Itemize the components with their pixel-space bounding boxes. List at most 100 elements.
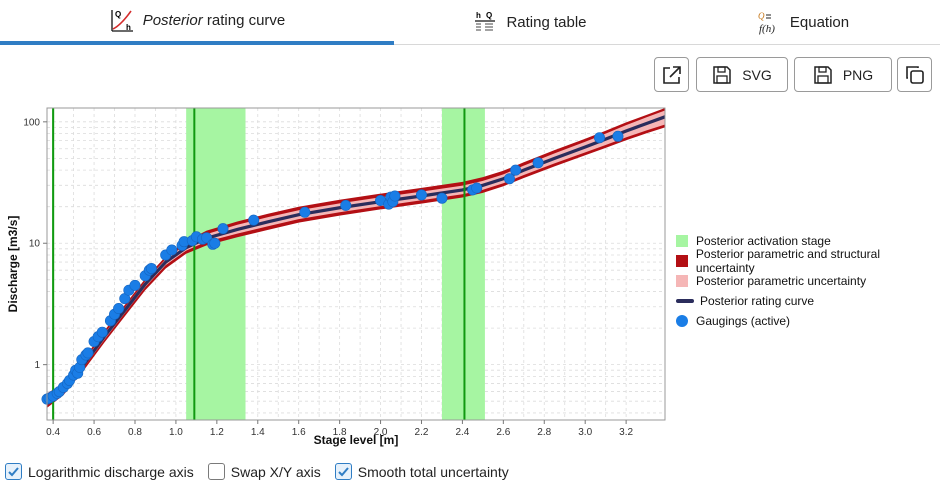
gauging-point (248, 214, 260, 226)
y-axis-label: Discharge [m3/s] (6, 216, 20, 313)
tab-bar: Q h Posterior rating curve h Q Rating ta… (0, 0, 940, 45)
smooth-uncertainty-checkbox[interactable]: Smooth total uncertainty (334, 463, 509, 480)
checkbox-label: Smooth total uncertainty (357, 463, 509, 480)
x-tick-label: 1.4 (251, 427, 265, 438)
open-external-button[interactable] (654, 57, 689, 92)
tab-rating-table[interactable]: h Q Rating table (394, 0, 665, 44)
activation-stage-lines (52, 108, 466, 420)
gauging-point (471, 182, 483, 194)
tab-label: Posterior rating curve (142, 12, 286, 29)
x-tick-label: 0.4 (46, 427, 60, 438)
x-tick-label: 1.8 (333, 427, 347, 438)
plot-frame (46, 107, 666, 421)
copy-icon (905, 65, 924, 84)
x-axis-label: Stage level [m] (314, 433, 399, 447)
x-tick-label: 2.2 (415, 427, 429, 438)
save-svg-button[interactable]: SVG (696, 57, 788, 92)
checkbox-box[interactable] (5, 463, 22, 480)
activation-stage-bands (52, 108, 485, 420)
save-icon (814, 65, 832, 84)
x-tick-label: 1.0 (169, 427, 183, 438)
external-link-icon (662, 65, 681, 84)
gauging-point (113, 303, 125, 315)
x-tick-labels: 0.4 0.6 0.8 1.0 1.2 1.4 1.6 1.8 2.0 2.2 2.4 2.6 2.8 3… (46, 420, 634, 438)
checkbox-label: Swap X/Y axis (230, 463, 321, 480)
legend-swatch (676, 275, 688, 287)
gaugings-points (41, 130, 624, 405)
gauging-point (209, 237, 221, 249)
gauging-point (166, 244, 178, 256)
tab-label: Rating table (506, 13, 587, 31)
gauging-point (612, 130, 624, 142)
legend-line-symbol (676, 299, 694, 303)
tab-equation[interactable]: Q f(h) Equation (665, 0, 940, 44)
swap-xy-checkbox[interactable]: Swap X/Y axis (207, 463, 321, 480)
x-tick-label: 0.8 (128, 427, 142, 438)
x-tick-label: 3.0 (578, 427, 592, 438)
y-tick-label: 100 (23, 117, 40, 128)
gauging-point (340, 199, 352, 211)
chart-legend: Posterior activation stage Posterior para… (676, 231, 940, 331)
svg-text:Q: Q (115, 10, 121, 19)
tab-posterior-rating-curve[interactable]: Q h Posterior rating curve (0, 0, 394, 45)
x-tick-label: 2.8 (537, 427, 551, 438)
legend-item: Gaugings (active) (676, 311, 940, 331)
legend-label: Posterior parametric and structural unce… (695, 247, 880, 275)
activation-stage-band (441, 108, 485, 420)
copy-button[interactable] (897, 57, 932, 92)
svg-text:h: h (476, 11, 481, 20)
gauging-point (145, 262, 157, 274)
parametric-uncertainty-band (47, 110, 665, 405)
equation-icon: Q f(h) (758, 11, 775, 35)
tab-label: Equation (789, 13, 850, 31)
rating-curve-chart: 0.4 0.6 0.8 1.0 1.2 1.4 1.6 1.8 2.0 2.2 2.4 2.6 2.8 3… (6, 107, 666, 447)
chart-options: Logarithmic discharge axis Swap X/Y axis… (5, 463, 523, 480)
rating-curve-icon: Q h (111, 9, 133, 32)
gauging-point (96, 326, 108, 338)
checkbox-box[interactable] (334, 463, 352, 480)
x-tick-label: 1.6 (292, 427, 306, 438)
svg-text:f(h): f(h) (759, 23, 775, 35)
gauging-point (217, 223, 229, 235)
gauging-point (129, 279, 141, 291)
legend-item: Posterior rating curve (676, 291, 940, 311)
x-tick-label: 1.2 (210, 427, 224, 438)
gauging-point (532, 157, 544, 169)
save-png-label: PNG (842, 66, 874, 83)
legend-label: Posterior rating curve (700, 294, 815, 308)
y-tick-labels: 1 10 100 (23, 117, 47, 371)
x-tick-label: 2.0 (374, 427, 388, 438)
y-tick-label: 1 (34, 360, 40, 371)
legend-label: Gaugings (active) (696, 314, 791, 328)
gauging-point (389, 190, 401, 202)
gauging-point (594, 132, 606, 144)
legend-swatch (676, 255, 688, 267)
legend-item: Posterior parametric uncertainty (676, 271, 940, 291)
svg-text:Q: Q (486, 11, 492, 20)
svg-text:h: h (126, 23, 131, 32)
gauging-point (415, 189, 427, 201)
legend-item: Posterior activation stage (676, 231, 940, 251)
legend-dot-symbol (676, 315, 688, 327)
svg-text:Q: Q (758, 11, 765, 21)
save-icon (713, 65, 731, 84)
activation-stage-band (186, 108, 246, 420)
gauging-point (436, 192, 448, 204)
checkbox-label: Logarithmic discharge axis (28, 463, 194, 480)
log-discharge-checkbox[interactable]: Logarithmic discharge axis (5, 463, 194, 480)
checkmark-icon (338, 467, 349, 477)
x-tick-label: 3.2 (619, 427, 633, 438)
legend-label: Posterior parametric uncertainty (696, 274, 867, 288)
x-tick-label: 0.6 (87, 427, 101, 438)
legend-item: Posterior parametric and structural unce… (676, 247, 940, 275)
rating-curve-line (46, 115, 666, 403)
x-tick-label: 2.6 (496, 427, 510, 438)
checkmark-icon (8, 467, 19, 477)
y-tick-label: 10 (29, 239, 41, 250)
gauging-point (503, 173, 515, 185)
save-png-button[interactable]: PNG (794, 57, 892, 92)
table-icon: h Q (475, 11, 496, 31)
legend-label: Posterior activation stage (696, 234, 831, 248)
gauging-point (299, 206, 311, 218)
checkbox-box[interactable] (207, 463, 225, 480)
